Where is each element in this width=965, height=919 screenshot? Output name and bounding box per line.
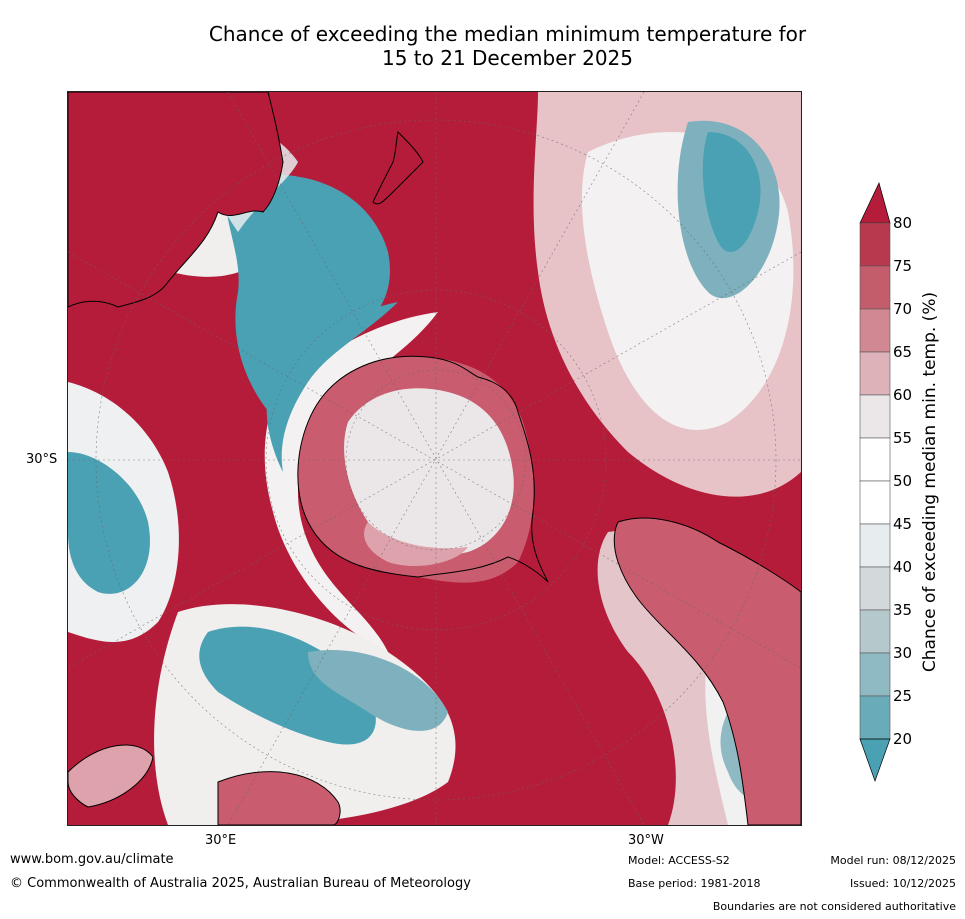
colorbar-segment bbox=[859, 222, 891, 267]
footer-disclaimer: Boundaries are not considered authoritat… bbox=[712, 900, 956, 913]
colorbar-tick-label: 65 bbox=[893, 343, 913, 361]
footer-model: Model: ACCESS-S2 bbox=[628, 854, 730, 867]
colorbar-tick-label: 60 bbox=[893, 386, 913, 404]
colorbar-segment bbox=[859, 695, 891, 740]
australia-landmass bbox=[68, 92, 284, 308]
footer-copyright: © Commonwealth of Australia 2025, Austra… bbox=[10, 876, 471, 891]
colorbar-tick-label: 75 bbox=[893, 257, 913, 275]
colorbar-tick-label: 25 bbox=[893, 687, 913, 705]
footer-model-run: Model run: 08/12/2025 bbox=[830, 854, 956, 867]
lat-label-30s: 30°S bbox=[26, 452, 58, 467]
ring-southern-ocean-west bbox=[264, 312, 438, 652]
colorbar-tick-label: 80 bbox=[893, 214, 913, 232]
footer-url[interactable]: www.bom.gov.au/climate bbox=[10, 852, 174, 867]
colorbar-over-triangle bbox=[859, 181, 891, 224]
antarctica-pink-patches bbox=[364, 522, 468, 567]
colorbar-segment bbox=[859, 566, 891, 611]
colorbar-segment bbox=[859, 437, 891, 482]
antarctica-coastline bbox=[297, 355, 549, 583]
colorbar-segment bbox=[859, 351, 891, 396]
colorbar-segment bbox=[859, 394, 891, 439]
region-pacific-teal-core bbox=[702, 132, 761, 252]
ring-southern-ocean-teal bbox=[266, 302, 398, 472]
region-tasman-teal bbox=[225, 174, 390, 422]
region-south-indian-teal bbox=[199, 626, 376, 745]
map-canvas bbox=[68, 92, 801, 825]
footer-base-period: Base period: 1981-2018 bbox=[628, 877, 761, 890]
colorbar-under-triangle bbox=[859, 738, 891, 783]
south-america bbox=[613, 517, 801, 825]
colorbar-tick-label: 30 bbox=[893, 644, 913, 662]
region-west-indian-teal bbox=[68, 452, 150, 594]
colorbar-segment bbox=[859, 265, 891, 310]
colorbar-tick-label: 50 bbox=[893, 472, 913, 490]
title-line-2: 15 to 21 December 2025 bbox=[381, 46, 633, 70]
colorbar-tick-label: 35 bbox=[893, 601, 913, 619]
polar-probability-map bbox=[67, 91, 802, 826]
region-south-indian-teal-2 bbox=[308, 650, 448, 731]
colorbar-segment bbox=[859, 480, 891, 525]
colorbar-tick-label: 40 bbox=[893, 558, 913, 576]
title-line-1: Chance of exceeding the median minimum t… bbox=[208, 22, 807, 46]
colorbar-segment bbox=[859, 523, 891, 568]
colorbar bbox=[859, 181, 891, 783]
colorbar-segment bbox=[859, 652, 891, 697]
colorbar-tick-label: 55 bbox=[893, 429, 913, 447]
lon-label-30e: 30°E bbox=[205, 833, 237, 848]
africa bbox=[217, 771, 341, 825]
footer-issued: Issued: 10/12/2025 bbox=[849, 877, 956, 890]
new-zealand bbox=[372, 130, 424, 205]
colorbar-segment bbox=[859, 308, 891, 353]
graticule bbox=[68, 92, 801, 825]
colorbar-tick-label: 20 bbox=[893, 730, 913, 748]
colorbar-tick-label: 70 bbox=[893, 300, 913, 318]
chart-title: Chance of exceeding the median minimum t… bbox=[150, 22, 865, 70]
colorbar-segment bbox=[859, 609, 891, 654]
antarctica-interior bbox=[344, 388, 514, 556]
lon-label-30w: 30°W bbox=[628, 833, 664, 848]
colorbar-tick-label: 45 bbox=[893, 515, 913, 533]
madagascar bbox=[68, 744, 154, 808]
